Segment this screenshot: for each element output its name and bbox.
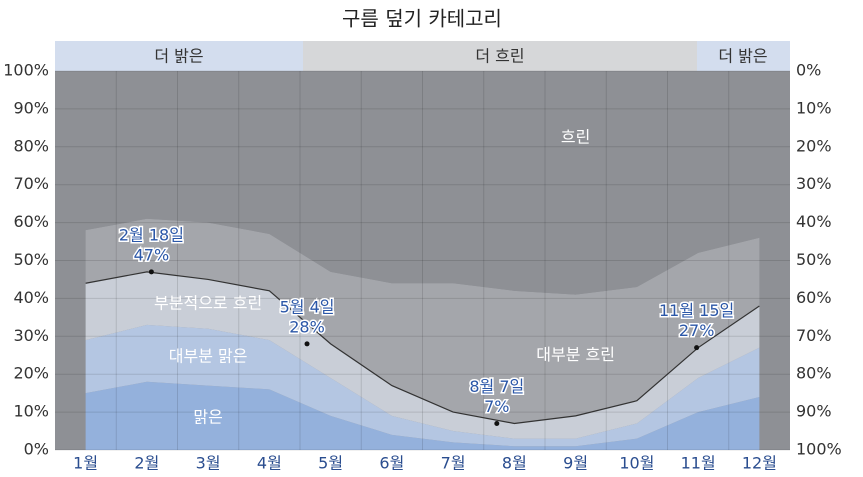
annotation-value: 27% [679, 321, 715, 340]
y2-tick-label: 10% [796, 98, 832, 117]
chart-title: 구름 덮기 카테고리 [342, 7, 502, 31]
y-tick-label: 50% [13, 250, 49, 269]
series-label: 부분적으로 흐린 [154, 294, 262, 313]
annotation-dot [304, 341, 310, 347]
y2-tick-label: 40% [796, 212, 832, 231]
y2-tick-label: 90% [796, 402, 832, 421]
x-tick-label: 11월 [681, 454, 716, 473]
season-band [303, 41, 697, 71]
x-tick-label: 9월 [563, 454, 588, 473]
area [85, 381, 760, 450]
y2-tick-label: 60% [796, 288, 832, 307]
x-tick-label: 3월 [196, 454, 221, 473]
season-label: 더 밝은 [718, 47, 767, 66]
y2-tick-label: 30% [796, 174, 832, 193]
x-tick-label: 4월 [257, 454, 282, 473]
x-tick-label: 10월 [619, 454, 654, 473]
area [85, 218, 760, 424]
y2-tick-label: 0% [796, 61, 821, 80]
season-band [55, 41, 303, 71]
x-tick-label: 1월 [73, 454, 98, 473]
y-tick-label: 0% [24, 440, 49, 459]
series-label: 흐린 [561, 127, 590, 146]
x-tick-label: 8월 [502, 454, 527, 473]
x-tick-label: 2월 [134, 454, 159, 473]
annotation-dot [148, 269, 154, 275]
season-label: 더 밝은 [154, 47, 203, 66]
series-label: 대부분 흐린 [536, 345, 615, 364]
series-label: 맑은 [193, 407, 222, 426]
y-tick-label: 100% [3, 61, 49, 80]
y-tick-label: 40% [13, 288, 49, 307]
annotation-date: 11월 15일 [659, 301, 734, 320]
series-label: 대부분 맑은 [169, 347, 248, 366]
season-label: 더 흐린 [475, 47, 524, 66]
y-tick-label: 90% [13, 98, 49, 117]
annotation-value: 28% [289, 317, 325, 336]
y-tick-label: 70% [13, 174, 49, 193]
season-band [697, 41, 790, 71]
y-tick-label: 10% [13, 402, 49, 421]
y2-tick-label: 80% [796, 364, 832, 383]
annotation-dot [694, 345, 700, 351]
y-tick-label: 30% [13, 326, 49, 345]
y-tick-label: 60% [13, 212, 49, 231]
y2-tick-label: 20% [796, 136, 832, 155]
boundary-line [85, 271, 760, 425]
x-tick-label: 12월 [742, 454, 777, 473]
area [85, 324, 760, 447]
annotation-date: 5월 4일 [280, 297, 335, 316]
annotation-dot [494, 420, 500, 426]
area [85, 271, 760, 439]
y-tick-label: 80% [13, 136, 49, 155]
area [85, 71, 760, 295]
y2-tick-label: 70% [796, 326, 832, 345]
x-tick-label: 6월 [379, 454, 404, 473]
annotation-value: 7% [484, 397, 509, 416]
annotation-date: 2월 18일 [119, 225, 184, 244]
x-tick-label: 7월 [441, 454, 466, 473]
x-tick-label: 5월 [318, 454, 343, 473]
y2-tick-label: 50% [796, 250, 832, 269]
y-tick-label: 20% [13, 364, 49, 383]
annotation-date: 8월 7일 [469, 377, 524, 396]
annotation-value: 47% [134, 245, 170, 264]
y2-tick-label: 100% [796, 440, 842, 459]
